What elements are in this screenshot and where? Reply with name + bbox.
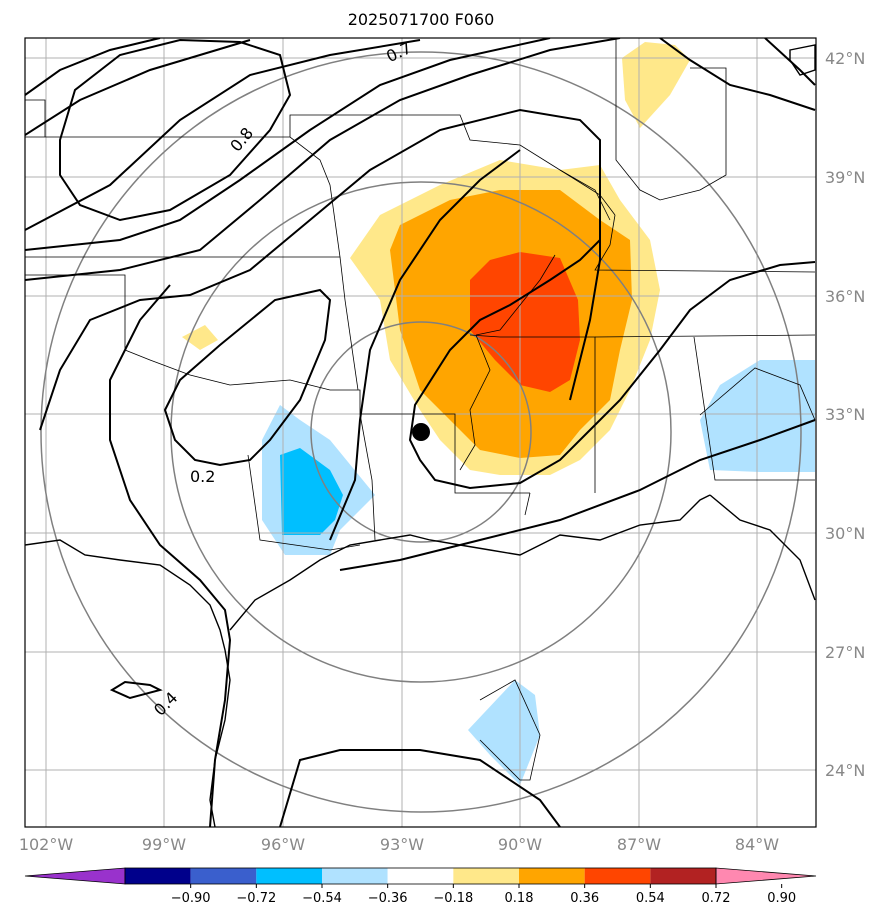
lat-label: 36°N xyxy=(825,287,865,306)
contour-label-02: 0.2 xyxy=(190,467,215,486)
colorbar-tick-label: −0.36 xyxy=(368,891,408,906)
lon-label: 90°W xyxy=(498,835,542,854)
colorbar-tick-label: −0.18 xyxy=(433,891,473,906)
value-contours xyxy=(25,38,816,827)
colorbar-tick-label: 0.90 xyxy=(767,891,796,906)
colorbar: −0.90 −0.72 −0.54 −0.36 −0.18 0.18 0.36 0.54 0.7… xyxy=(24,867,817,906)
lon-label: 96°W xyxy=(261,835,305,854)
red-orange-region xyxy=(470,252,580,392)
station-dot xyxy=(412,423,430,441)
colorbar-extend-high xyxy=(715,867,817,885)
blue-region-west xyxy=(280,448,343,535)
lat-label: 42°N xyxy=(825,49,865,68)
lon-label: 99°W xyxy=(142,835,186,854)
colorbar-bin xyxy=(453,868,519,884)
colorbar-tick-label: −0.90 xyxy=(171,891,211,906)
colorbar-bin xyxy=(125,868,191,884)
longitude-labels: 102°W 99°W 96°W 93°W 90°W 87°W 84°W xyxy=(19,835,779,854)
lon-label: 84°W xyxy=(735,835,779,854)
colorbar-bin xyxy=(650,868,716,884)
colorbar-bin xyxy=(584,868,651,884)
latitude-labels: 42°N 39°N 36°N 33°N 30°N 27°N 24°N xyxy=(825,49,865,780)
lat-label: 39°N xyxy=(825,168,865,187)
colorbar-tick-label: −0.72 xyxy=(236,891,276,906)
contour-label-04: 0.4 xyxy=(150,688,181,719)
colorbar-tick-label: 0.72 xyxy=(702,891,731,906)
lon-label: 93°W xyxy=(380,835,424,854)
map-title: 2025071700 F060 xyxy=(347,10,495,29)
lat-label: 24°N xyxy=(825,761,865,780)
colorbar-tick-label: 0.36 xyxy=(570,891,599,906)
light-blue-region-gulf xyxy=(468,680,540,785)
colorbar-frame xyxy=(124,867,717,885)
map-frame xyxy=(24,37,817,828)
colorbar-bin xyxy=(190,868,257,884)
graticule xyxy=(25,38,816,827)
colorbar-tick-label: 0.54 xyxy=(636,891,665,906)
lat-label: 30°N xyxy=(825,524,865,543)
colorbar-tick-label: 0.18 xyxy=(505,891,534,906)
lon-label: 87°W xyxy=(617,835,661,854)
yellow-region-north xyxy=(622,42,690,128)
shading-positive xyxy=(182,42,690,475)
colorbar-bin xyxy=(387,868,454,884)
lon-label: 102°W xyxy=(19,835,74,854)
colorbar-bin xyxy=(322,868,388,884)
colorbar-bin xyxy=(256,868,322,884)
lat-label: 33°N xyxy=(825,405,865,424)
colorbar-bin xyxy=(519,868,585,884)
lat-label: 27°N xyxy=(825,643,865,662)
colorbar-tick-label: −0.54 xyxy=(302,891,342,906)
yellow-region-small xyxy=(182,325,218,350)
range-rings xyxy=(40,51,802,813)
colorbar-extend-low xyxy=(24,867,126,885)
map-panel: 0.7 0.8 0.2 0.4 xyxy=(25,38,816,827)
